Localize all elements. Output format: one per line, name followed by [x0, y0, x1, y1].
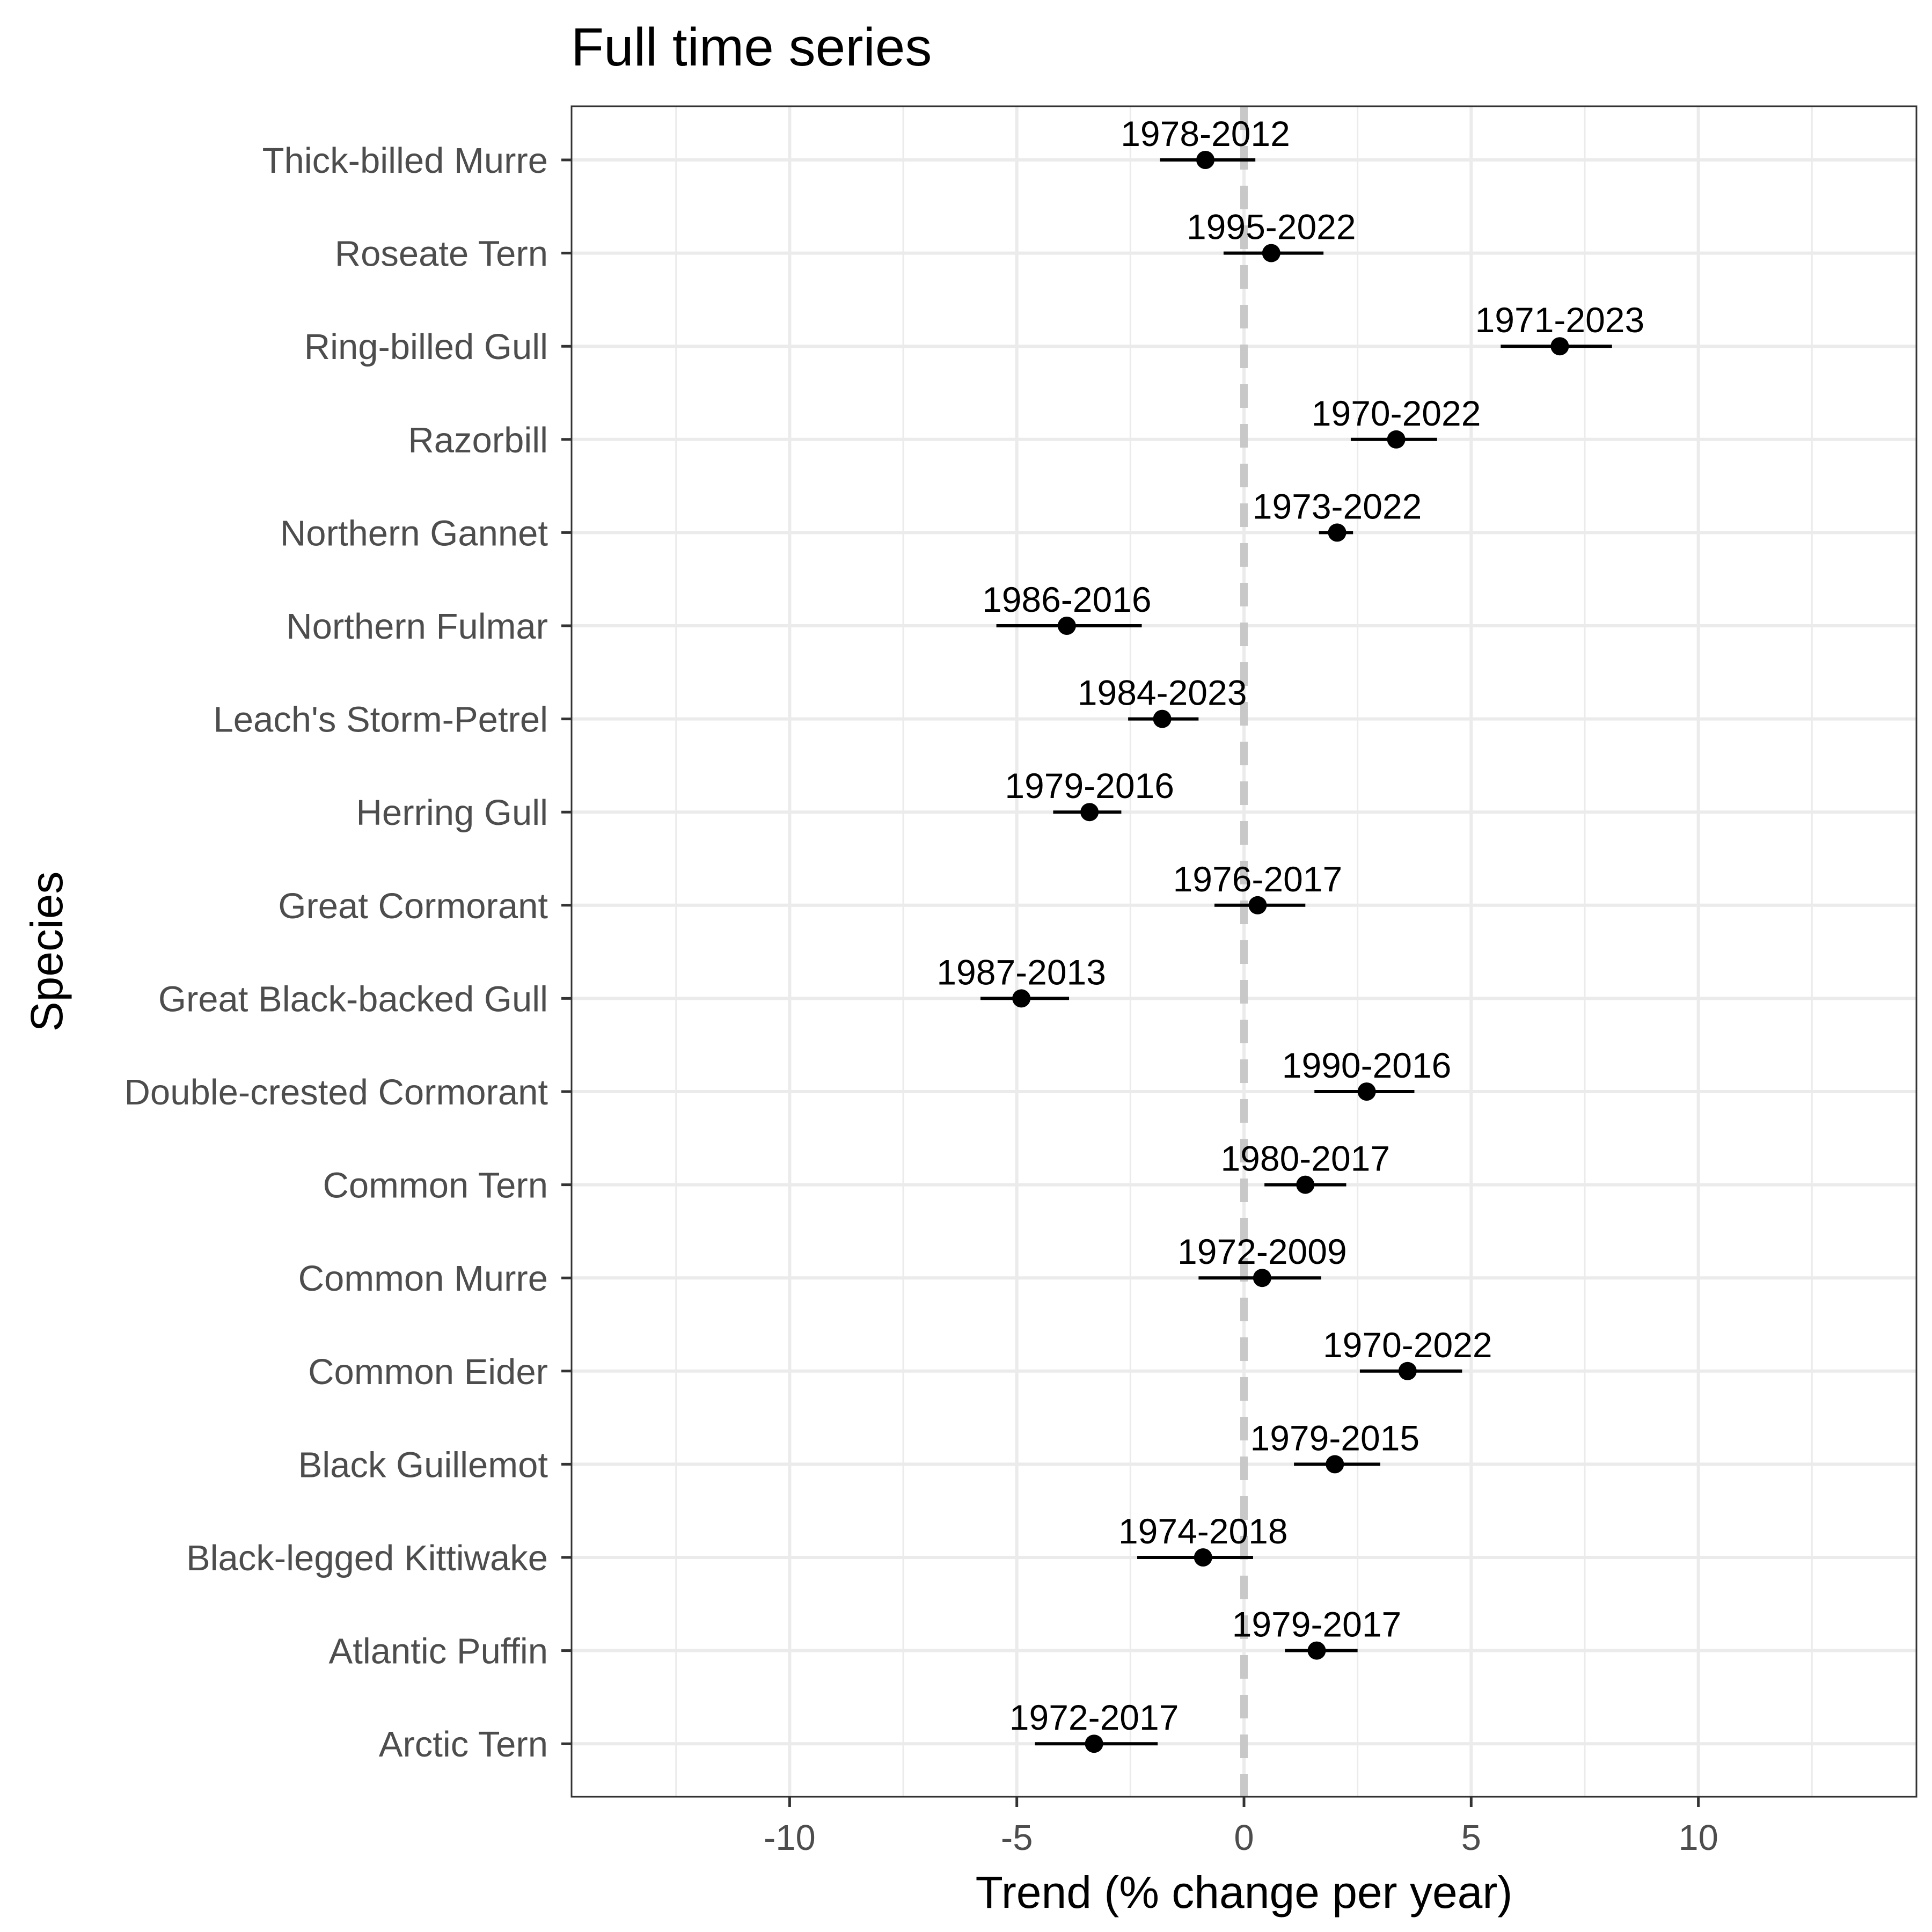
- data-point: [1387, 430, 1406, 449]
- species-row-marks: 1976-2017: [1173, 859, 1343, 914]
- y-tick-label: Ring-billed Gull: [304, 327, 548, 367]
- period-label: 1980-2017: [1220, 1139, 1390, 1179]
- period-label: 1972-2009: [1177, 1232, 1347, 1271]
- y-axis-title: Species: [21, 872, 72, 1032]
- period-label: 1971-2023: [1475, 300, 1645, 340]
- y-tick-label: Herring Gull: [356, 793, 548, 833]
- data-point: [1253, 1269, 1271, 1287]
- period-label: 1990-2016: [1282, 1045, 1452, 1085]
- species-row-marks: 1972-2009: [1177, 1232, 1347, 1287]
- data-point: [1196, 151, 1215, 169]
- y-tick-label: Common Eider: [308, 1352, 548, 1392]
- x-tick-label: 5: [1461, 1818, 1481, 1858]
- y-tick-label: Atlantic Puffin: [329, 1631, 548, 1672]
- species-row-marks: 1979-2015: [1250, 1418, 1420, 1474]
- period-label: 1974-2018: [1118, 1511, 1288, 1551]
- data-point: [1307, 1641, 1326, 1660]
- chart-title: Full time series: [571, 17, 932, 77]
- data-point: [1296, 1175, 1315, 1194]
- x-tick-label: -10: [764, 1818, 816, 1858]
- data-point: [1080, 803, 1099, 822]
- data-point: [1262, 244, 1280, 262]
- data-point: [1153, 709, 1172, 728]
- x-tick-label: -5: [1001, 1818, 1033, 1858]
- data-point: [1357, 1082, 1376, 1101]
- species-row-marks: 1973-2022: [1253, 486, 1422, 542]
- species-row-marks: 1995-2022: [1187, 207, 1356, 262]
- species-row-marks: 1974-2018: [1118, 1511, 1288, 1567]
- period-label: 1979-2016: [1005, 766, 1174, 806]
- y-tick-label: Northern Gannet: [280, 513, 548, 553]
- data-point: [1057, 617, 1076, 635]
- axes: Thick-billed Murre Roseate Tern Ring-bille…: [125, 141, 1718, 1858]
- period-label: 1979-2017: [1232, 1605, 1402, 1644]
- species-row-marks: 1970-2022: [1312, 393, 1481, 449]
- period-label: 1995-2022: [1187, 207, 1356, 247]
- species-row-marks: 1971-2023: [1475, 300, 1645, 356]
- data-point: [1550, 337, 1569, 356]
- data-point: [1194, 1548, 1212, 1567]
- y-tick-label: Common Murre: [298, 1258, 548, 1299]
- period-label: 1984-2023: [1078, 673, 1247, 713]
- x-tick-label: 0: [1234, 1818, 1254, 1858]
- species-row-marks: 1979-2016: [1005, 766, 1174, 822]
- species-row-marks: 1984-2023: [1078, 673, 1247, 728]
- y-tick-label: Black-legged Kittiwake: [186, 1538, 548, 1578]
- y-tick-label: Black Guillemot: [298, 1445, 548, 1485]
- data-point: [1085, 1735, 1103, 1753]
- period-label: 1979-2015: [1250, 1418, 1420, 1458]
- y-tick-label: Great Cormorant: [278, 886, 548, 926]
- y-tick-label: Arctic Tern: [379, 1724, 548, 1765]
- data-point: [1398, 1362, 1417, 1380]
- species-row-marks: 1978-2012: [1121, 114, 1290, 169]
- species-row-marks: 1970-2022: [1323, 1325, 1492, 1380]
- period-label: 1973-2022: [1253, 486, 1422, 526]
- period-label: 1976-2017: [1173, 859, 1343, 899]
- data-point: [1328, 523, 1346, 542]
- y-tick-label: Great Black-backed Gull: [158, 979, 548, 1019]
- y-tick-label: Common Tern: [323, 1166, 548, 1206]
- x-tick-label: 10: [1678, 1818, 1718, 1858]
- data-marks: 1978-2012 1995-2022 1971-2023 1970-2022 1973…: [936, 114, 1644, 1753]
- species-row-marks: 1986-2016: [982, 580, 1152, 635]
- y-tick-label: Northern Fulmar: [286, 606, 548, 647]
- y-tick-label: Razorbill: [408, 420, 548, 460]
- species-row-marks: 1980-2017: [1220, 1139, 1390, 1194]
- period-label: 1987-2013: [936, 952, 1106, 992]
- period-label: 1978-2012: [1121, 114, 1290, 153]
- y-tick-label: Thick-billed Murre: [262, 141, 548, 181]
- species-row-marks: 1990-2016: [1282, 1045, 1452, 1101]
- y-tick-label: Roseate Tern: [335, 234, 548, 274]
- data-point: [1012, 989, 1031, 1008]
- species-row-marks: 1972-2017: [1009, 1697, 1179, 1753]
- y-tick-label: Leach's Storm-Petrel: [214, 700, 548, 740]
- x-axis-title: Trend (% change per year): [976, 1867, 1513, 1918]
- data-point: [1248, 896, 1267, 914]
- period-label: 1986-2016: [982, 580, 1152, 619]
- species-row-marks: 1979-2017: [1232, 1605, 1402, 1660]
- y-tick-label: Double-crested Cormorant: [125, 1072, 548, 1113]
- period-label: 1970-2022: [1323, 1325, 1492, 1365]
- period-label: 1970-2022: [1312, 393, 1481, 433]
- data-point: [1326, 1455, 1344, 1474]
- species-row-marks: 1987-2013: [936, 952, 1106, 1008]
- period-label: 1972-2017: [1009, 1697, 1179, 1737]
